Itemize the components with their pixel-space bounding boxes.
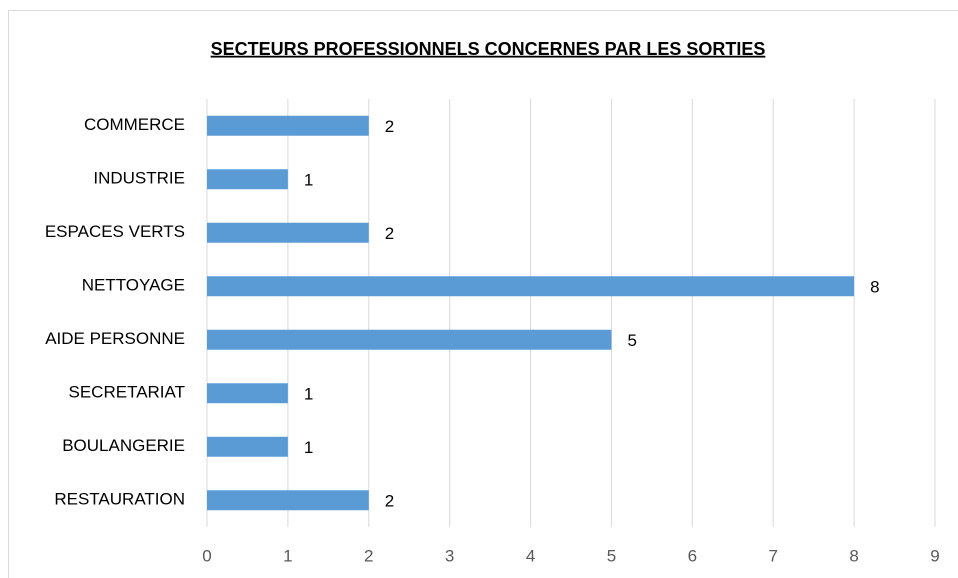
x-tick-label: 1 <box>283 546 292 565</box>
x-tick-label: 8 <box>849 546 858 565</box>
y-tick-label: COMMERCE <box>84 115 185 134</box>
bar <box>207 276 855 297</box>
y-tick-label: NETTOYAGE <box>82 276 185 295</box>
data-label: 1 <box>304 385 313 404</box>
y-tick-label: SECRETARIAT <box>69 383 186 402</box>
y-tick-label: AIDE PERSONNE <box>45 329 185 348</box>
bar <box>207 383 288 404</box>
x-tick-label: 2 <box>364 546 373 565</box>
bar <box>207 169 288 190</box>
data-label: 1 <box>304 171 313 190</box>
data-label: 5 <box>627 331 636 350</box>
data-label: 2 <box>385 492 394 511</box>
y-tick-label: INDUSTRIE <box>93 169 185 188</box>
chart-title: SECTEURS PROFESSIONNELS CONCERNES PAR LE… <box>211 39 766 59</box>
x-tick-label: 0 <box>202 546 211 565</box>
x-tick-label: 3 <box>445 546 454 565</box>
bar <box>207 329 612 350</box>
data-label: 2 <box>385 117 394 136</box>
bar <box>207 222 369 243</box>
y-tick-label: RESTAURATION <box>54 490 185 509</box>
y-tick-label: BOULANGERIE <box>62 436 185 455</box>
bar <box>207 115 369 136</box>
x-tick-label: 4 <box>526 546 535 565</box>
y-tick-label: ESPACES VERTS <box>45 222 185 241</box>
data-label: 1 <box>304 438 313 457</box>
x-tick-label: 7 <box>768 546 777 565</box>
x-tick-label: 6 <box>688 546 697 565</box>
bar <box>207 436 288 457</box>
bar <box>207 490 369 511</box>
data-label: 8 <box>870 278 879 297</box>
data-label: 2 <box>385 224 394 243</box>
x-tick-label: 5 <box>607 546 616 565</box>
x-tick-label: 9 <box>930 546 939 565</box>
